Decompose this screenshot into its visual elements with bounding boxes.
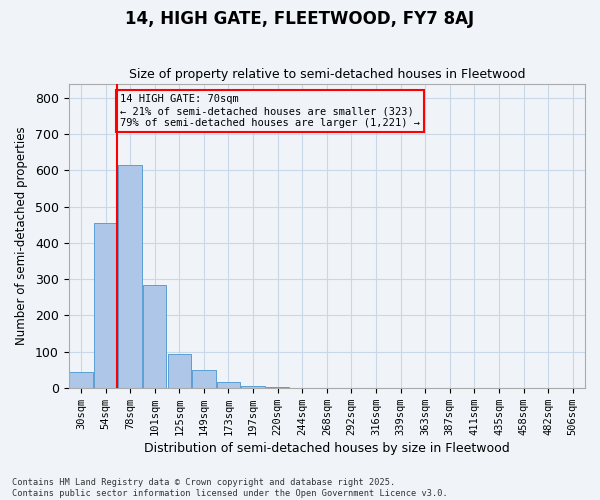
Bar [118,165,142,388]
Bar [266,387,289,388]
Bar [241,386,265,388]
Bar [69,372,92,388]
X-axis label: Distribution of semi-detached houses by size in Fleetwood: Distribution of semi-detached houses by … [144,442,510,455]
Title: Size of property relative to semi-detached houses in Fleetwood: Size of property relative to semi-detach… [128,68,525,81]
Text: 14, HIGH GATE, FLEETWOOD, FY7 8AJ: 14, HIGH GATE, FLEETWOOD, FY7 8AJ [125,10,475,28]
Bar [167,354,191,388]
Bar [143,284,166,388]
Bar [192,370,215,388]
Text: Contains HM Land Registry data © Crown copyright and database right 2025.
Contai: Contains HM Land Registry data © Crown c… [12,478,448,498]
Y-axis label: Number of semi-detached properties: Number of semi-detached properties [15,126,28,345]
Bar [217,382,240,388]
Text: 14 HIGH GATE: 70sqm
← 21% of semi-detached houses are smaller (323)
79% of semi-: 14 HIGH GATE: 70sqm ← 21% of semi-detach… [121,94,420,128]
Bar [94,223,117,388]
